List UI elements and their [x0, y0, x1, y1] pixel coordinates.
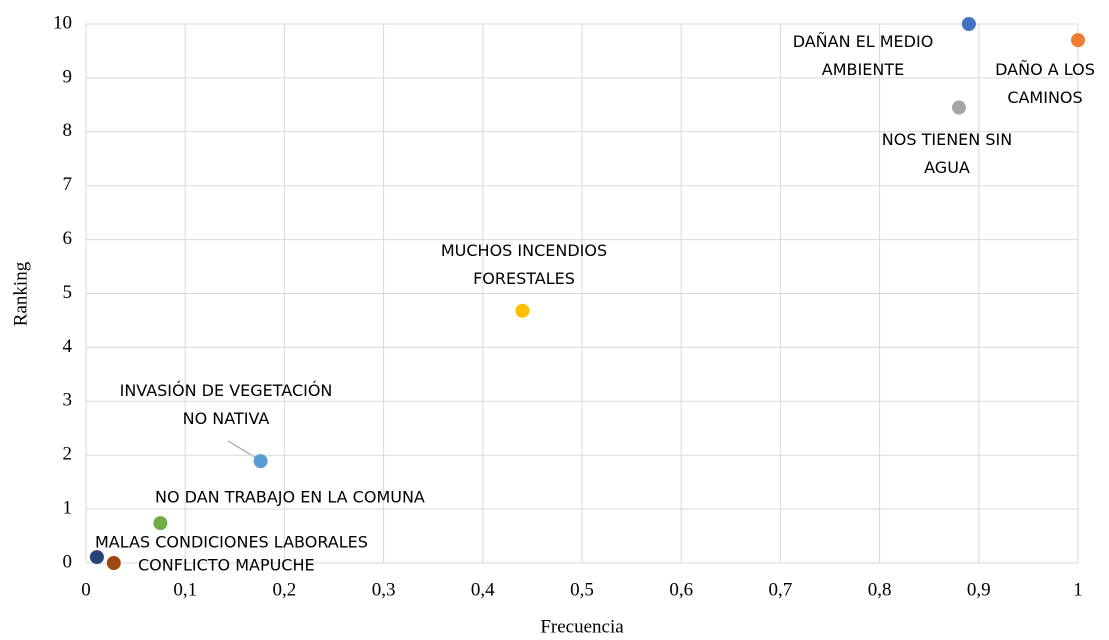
y-tick-label: 2 [63, 444, 73, 465]
leader-line [227, 440, 259, 460]
point [515, 303, 530, 318]
data-label: NO DAN TRABAJO EN LA COMUNA [155, 488, 425, 507]
data-label: MUCHOS INCENDIOS FORESTALES [441, 241, 607, 288]
y-axis-title: Ranking [10, 261, 31, 326]
y-tick-label: 6 [63, 228, 73, 249]
x-tick-label: 0,5 [570, 579, 594, 600]
point [106, 556, 121, 570]
point [951, 100, 966, 115]
x-tick-label: 0,4 [471, 579, 495, 600]
x-tick-label: 1 [1073, 579, 1083, 600]
x-tick-label: 0 [81, 579, 91, 600]
label-line: NO NATIVA [183, 409, 270, 428]
label-line: DAÑAN EL MEDIO [793, 32, 934, 51]
x-tick-label: 0,3 [372, 579, 396, 600]
y-tick-label: 0 [63, 551, 73, 572]
data-label: MALAS CONDICIONES LABORALES [95, 533, 368, 552]
x-tick-label: 0,7 [769, 579, 793, 600]
y-tick-label: 3 [63, 390, 73, 411]
data-label: INVASIÓN DE VEGETACIÓN NO NATIVA [120, 381, 333, 428]
data-label: DAÑO A LOS CAMINOS [995, 60, 1095, 107]
data-label: CONFLICTO MAPUCHE [138, 556, 315, 575]
point [253, 454, 268, 469]
y-tick-label: 7 [63, 174, 73, 195]
x-tick-label: 0,8 [868, 579, 892, 600]
y-tick-label: 1 [63, 497, 73, 518]
point [89, 550, 104, 565]
point [153, 516, 168, 531]
point [1071, 33, 1085, 48]
x-axis-title: Frecuencia [540, 616, 624, 637]
x-tick-label: 0,1 [173, 579, 197, 600]
label-line: INVASIÓN DE VEGETACIÓN [120, 381, 333, 400]
label-line: CAMINOS [1007, 88, 1082, 107]
x-tick-label: 0,6 [669, 579, 693, 600]
y-tick-label: 8 [63, 120, 73, 141]
x-tick-label: 0,2 [273, 579, 297, 600]
y-tick-label: 10 [53, 12, 72, 33]
label-line: AMBIENTE [822, 60, 904, 79]
label-line: NOS TIENEN SIN [882, 130, 1012, 149]
data-label: NOS TIENEN SIN AGUA [882, 130, 1012, 177]
label-line: FORESTALES [473, 269, 575, 288]
label-line: DAÑO A LOS [995, 60, 1095, 79]
point [961, 17, 976, 31]
y-tick-label: 4 [63, 336, 73, 357]
x-tick-label: 0,9 [967, 579, 991, 600]
data-label: DAÑAN EL MEDIO AMBIENTE [793, 32, 934, 79]
label-line: MUCHOS INCENDIOS [441, 241, 607, 260]
y-tick-label: 9 [63, 66, 73, 87]
y-tick-label: 5 [63, 282, 73, 303]
label-line: AGUA [924, 158, 970, 177]
